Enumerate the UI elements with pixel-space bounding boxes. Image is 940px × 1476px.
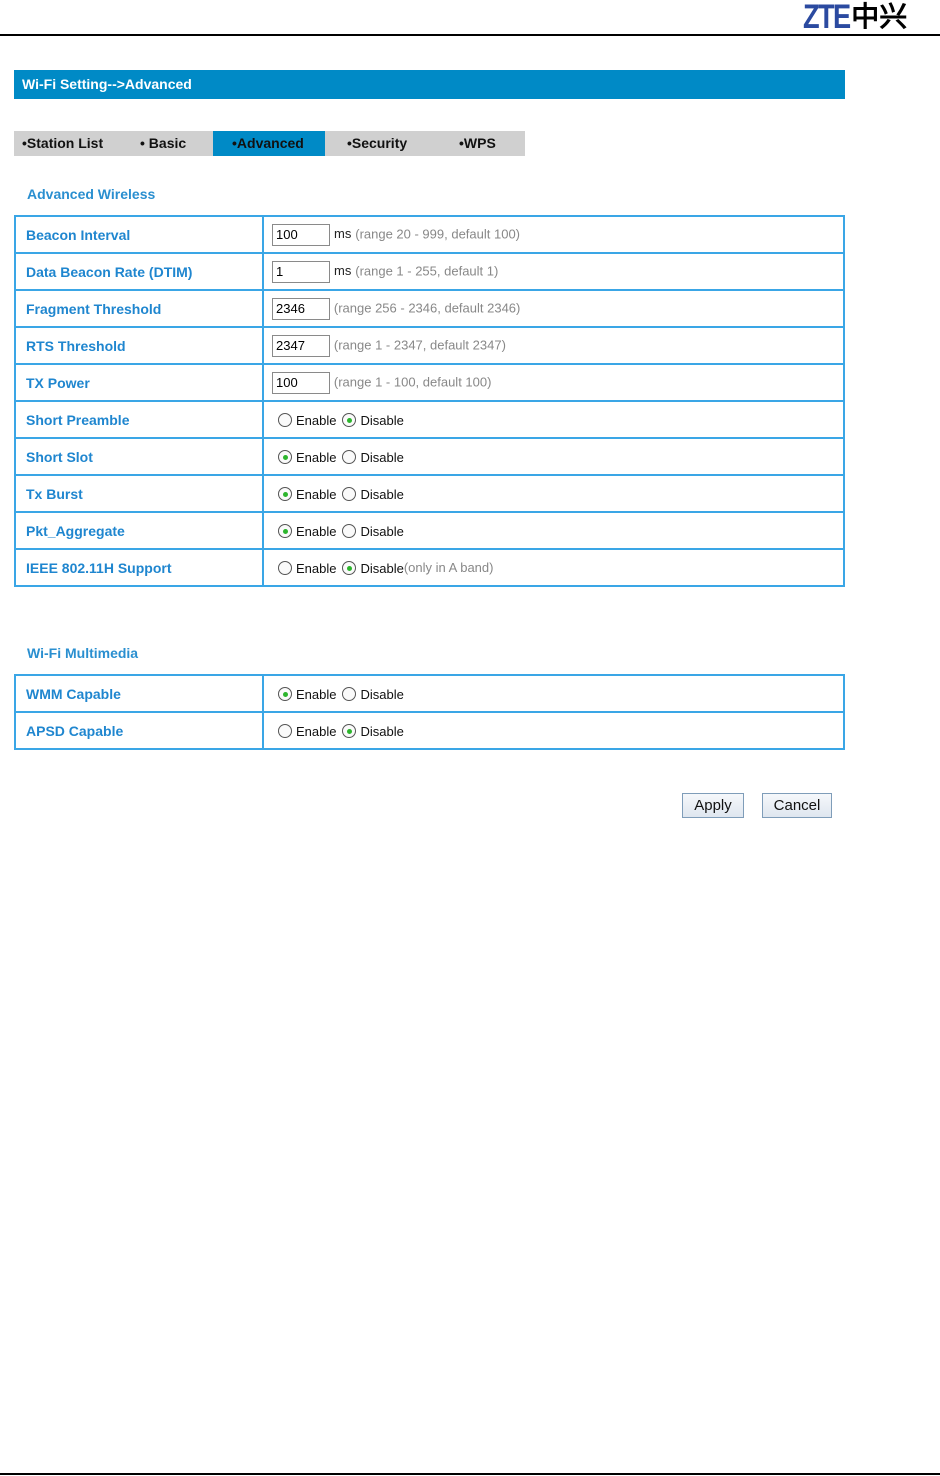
ieee-802-11h-support-enable-radio[interactable]: [278, 561, 292, 576]
ieee-802-11h-support-disable-radio[interactable]: [342, 561, 357, 576]
tab-basic[interactable]: • Basic: [140, 135, 187, 151]
setting-label: Short Preamble: [14, 400, 264, 439]
setting-label: RTS Threshold: [14, 326, 264, 365]
radio-label: Enable: [296, 523, 337, 539]
radio-label: Enable: [296, 723, 337, 739]
header-divider: [0, 34, 940, 36]
short-slot-disable-radio[interactable]: [342, 450, 357, 465]
setting-row-beacon-interval: Beacon Intervalms (range 20 - 999, defau…: [14, 215, 845, 254]
radio-label: Enable: [296, 560, 337, 576]
setting-row-data-beacon-rate-dtim: Data Beacon Rate (DTIM)ms (range 1 - 255…: [14, 252, 845, 291]
setting-value-cell: (range 1 - 100, default 100): [262, 363, 845, 402]
setting-value-cell: ms (range 1 - 255, default 1): [262, 252, 845, 291]
advanced-wireless-table: Beacon Intervalms (range 20 - 999, defau…: [14, 215, 845, 587]
apsd-capable-enable-radio[interactable]: [278, 724, 292, 739]
setting-row-tx-power: TX Power (range 1 - 100, default 100): [14, 363, 845, 402]
setting-row-wmm-capable: WMM Capable Enable Disable: [14, 674, 845, 713]
section-heading-wifi-multimedia: Wi-Fi Multimedia: [27, 645, 139, 661]
tab-station-list[interactable]: •Station List: [22, 135, 104, 151]
setting-value-cell: Enable Disable: [262, 437, 845, 476]
fragment-threshold-input[interactable]: [272, 297, 330, 320]
setting-label: Tx Burst: [14, 474, 264, 513]
tab-wps[interactable]: •WPS: [459, 135, 496, 151]
apsd-capable-disable-radio[interactable]: [342, 724, 357, 739]
tx-burst-disable-radio[interactable]: [342, 487, 357, 502]
wmm-capable-disable-radio[interactable]: [342, 687, 357, 702]
setting-label: Data Beacon Rate (DTIM): [14, 252, 264, 291]
setting-value-cell: Enable Disable: [262, 711, 845, 750]
setting-value-cell: (range 256 - 2346, default 2346): [262, 289, 845, 328]
cancel-button[interactable]: Cancel: [762, 793, 832, 818]
setting-row-pkt-aggregate: Pkt_Aggregate Enable Disable: [14, 511, 845, 550]
setting-value-cell: ms (range 20 - 999, default 100): [262, 215, 845, 254]
radio-label: Disable: [360, 723, 404, 739]
setting-value-cell: Enable Disable: [262, 474, 845, 513]
radio-label: Enable: [296, 486, 337, 502]
range-hint: (range 1 - 255, default 1): [355, 263, 499, 279]
wifi-multimedia-table: WMM Capable Enable Disable APSD Capable Enab…: [14, 674, 845, 750]
short-preamble-disable-radio[interactable]: [342, 413, 357, 428]
note-hint: (only in A band): [403, 560, 494, 576]
zte-logo: ZTE 中兴: [803, 0, 908, 36]
setting-row-fragment-threshold: Fragment Threshold (range 256 - 2346, de…: [14, 289, 845, 328]
tx-power-input[interactable]: [272, 371, 330, 394]
setting-row-apsd-capable: APSD Capable Enable Disable: [14, 711, 845, 750]
radio-label: Disable: [360, 523, 404, 539]
setting-value-cell: Enable Disable: [262, 400, 845, 439]
setting-value-cell: Enable Disable(only in A band): [262, 548, 845, 587]
short-slot-enable-radio[interactable]: [278, 450, 292, 465]
radio-label: Disable: [360, 449, 404, 465]
range-hint: (range 1 - 2347, default 2347): [333, 337, 506, 353]
setting-label: WMM Capable: [14, 674, 264, 713]
radio-label: Enable: [296, 449, 337, 465]
radio-label: Disable: [360, 560, 404, 576]
setting-label: Beacon Interval: [14, 215, 264, 254]
radio-label: Disable: [360, 486, 404, 502]
rts-threshold-input[interactable]: [272, 334, 330, 357]
setting-label: Pkt_Aggregate: [14, 511, 264, 550]
setting-label: IEEE 802.11H Support: [14, 548, 264, 587]
setting-label: TX Power: [14, 363, 264, 402]
setting-row-short-preamble: Short Preamble Enable Disable: [14, 400, 845, 439]
radio-label: Enable: [296, 412, 337, 428]
range-hint: (range 1 - 100, default 100): [333, 374, 492, 390]
setting-label: Fragment Threshold: [14, 289, 264, 328]
pkt-aggregate-enable-radio[interactable]: [278, 524, 292, 539]
setting-row-rts-threshold: RTS Threshold (range 1 - 2347, default 2…: [14, 326, 845, 365]
setting-value-cell: Enable Disable: [262, 674, 845, 713]
beacon-interval-input[interactable]: [272, 223, 330, 246]
pkt-aggregate-disable-radio[interactable]: [342, 524, 357, 539]
unit-label: ms: [334, 263, 352, 279]
radio-label: Disable: [360, 412, 404, 428]
range-hint: (range 20 - 999, default 100): [355, 226, 521, 242]
tab-advanced[interactable]: •Advanced: [213, 131, 325, 156]
setting-label: Short Slot: [14, 437, 264, 476]
setting-value-cell: (range 1 - 2347, default 2347): [262, 326, 845, 365]
setting-label: APSD Capable: [14, 711, 264, 750]
radio-label: Disable: [360, 686, 404, 702]
apply-button[interactable]: Apply: [682, 793, 744, 818]
footer-divider: [0, 1473, 940, 1475]
setting-value-cell: Enable Disable: [262, 511, 845, 550]
setting-row-tx-burst: Tx Burst Enable Disable: [14, 474, 845, 513]
tab-bar: •Station List • Basic •Advanced •Securit…: [14, 131, 525, 156]
setting-row-ieee-802-11h-support: IEEE 802.11H Support Enable Disable(only i…: [14, 548, 845, 587]
range-hint: (range 256 - 2346, default 2346): [333, 300, 521, 316]
wmm-capable-enable-radio[interactable]: [278, 687, 292, 702]
tab-security[interactable]: •Security: [347, 135, 408, 151]
setting-row-short-slot: Short Slot Enable Disable: [14, 437, 845, 476]
page-title: Wi-Fi Setting-->Advanced: [14, 70, 845, 99]
tx-burst-enable-radio[interactable]: [278, 487, 292, 502]
section-heading-advanced-wireless: Advanced Wireless: [27, 186, 156, 202]
data-beacon-rate-dtim-input[interactable]: [272, 260, 330, 283]
radio-label: Enable: [296, 686, 337, 702]
short-preamble-enable-radio[interactable]: [278, 413, 292, 428]
unit-label: ms: [334, 226, 352, 242]
